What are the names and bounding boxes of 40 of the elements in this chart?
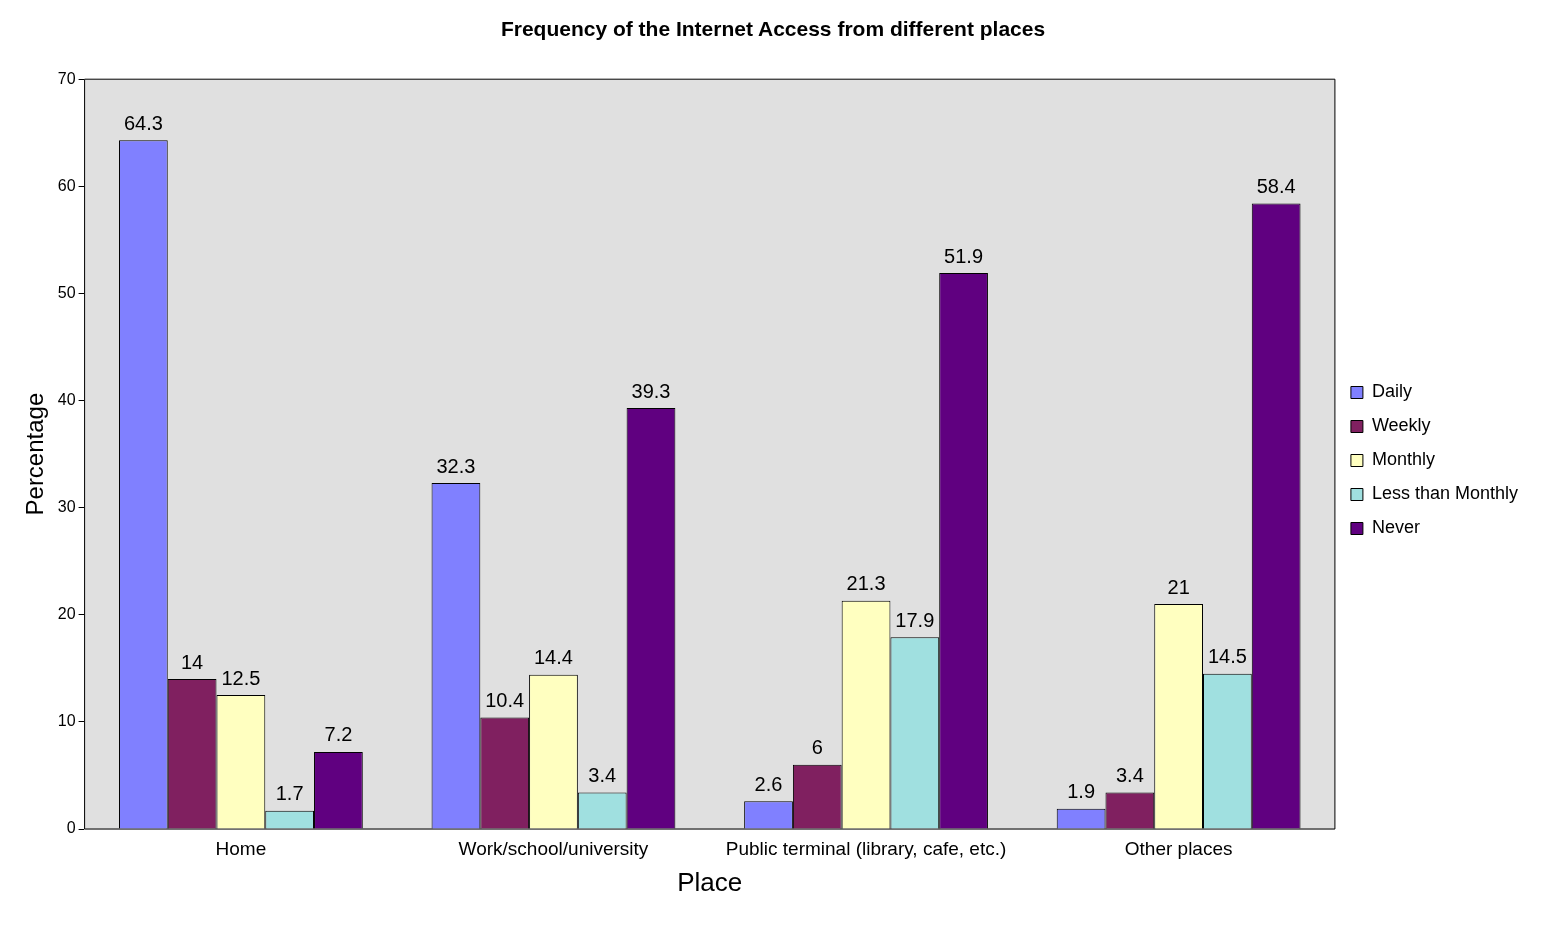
data-label: 2.6 — [754, 772, 783, 795]
data-label: 3.4 — [1115, 764, 1144, 787]
data-label: 3.4 — [588, 764, 617, 787]
y-tick-label: 10 — [57, 712, 76, 730]
y-tick-label: 0 — [66, 819, 76, 837]
data-label: 21.3 — [846, 572, 886, 595]
chart-title: Frequency of the Internet Access from different places — [500, 17, 1046, 41]
data-label: 1.9 — [1067, 780, 1096, 803]
legend-label: Never — [1371, 517, 1420, 538]
x-tick-label: Public terminal (library, cafe, etc.) — [725, 837, 1007, 859]
data-label: 14.5 — [1207, 645, 1247, 668]
y-tick-label: 60 — [57, 176, 76, 194]
x-axis-title: Place — [677, 866, 743, 897]
legend-label: Monthly — [1371, 449, 1435, 470]
data-label: 58.4 — [1256, 174, 1296, 197]
x-tick-label: Work/school/university — [458, 837, 649, 859]
data-label: 14.4 — [534, 646, 573, 669]
legend-label: Daily — [1371, 381, 1412, 402]
data-label: 12.5 — [221, 666, 261, 689]
y-tick-label: 70 — [57, 69, 76, 87]
x-tick-label: Home — [215, 837, 267, 859]
y-tick-label: 50 — [57, 283, 76, 301]
x-tick-label: Other places — [1124, 837, 1233, 859]
data-label: 51.9 — [944, 244, 984, 267]
data-label: 39.3 — [631, 379, 671, 402]
data-label: 14 — [181, 650, 204, 673]
data-label: 7.2 — [324, 723, 353, 746]
y-axis-title: Percentage — [21, 392, 49, 516]
y-tick-label: 20 — [57, 605, 76, 623]
data-label: 6 — [811, 736, 823, 759]
data-label: 21 — [1167, 575, 1190, 598]
legend-label: Weekly — [1371, 415, 1431, 436]
data-label: 17.9 — [895, 608, 935, 631]
data-label: 1.7 — [275, 782, 304, 805]
legend-label: Less than Monthly — [1371, 483, 1519, 504]
data-label: 10.4 — [485, 689, 525, 712]
data-label: 32.3 — [436, 454, 476, 477]
data-label: 64.3 — [123, 111, 163, 134]
y-tick-label: 30 — [57, 498, 76, 516]
y-tick-label: 40 — [57, 390, 76, 408]
